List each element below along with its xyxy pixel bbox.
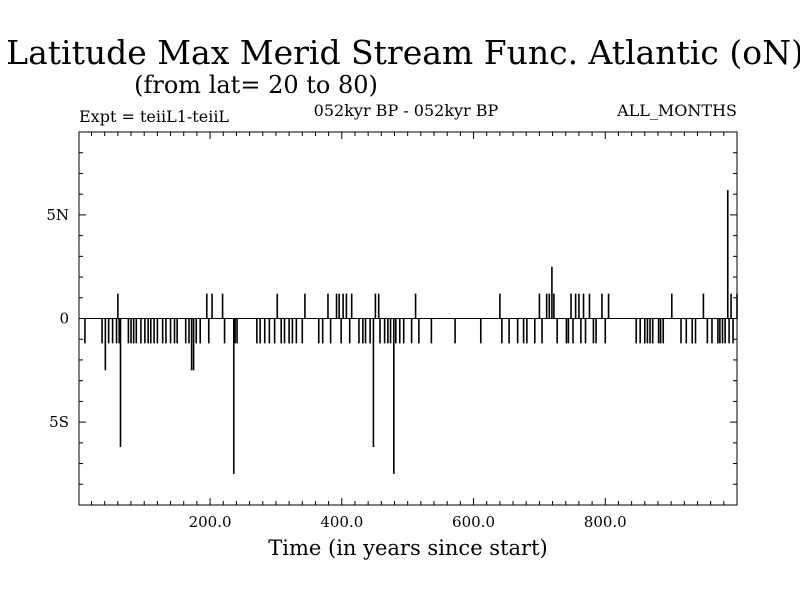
chart-title: Latitude Max Merid Stream Func. Atlantic… (6, 33, 800, 72)
x-axis-ticks: 200.0 400.0 600.0 800.0 (91, 132, 725, 531)
y-tick-label: 5N (46, 206, 69, 224)
y-tick-label: 5S (49, 413, 69, 431)
y-tick-label: 0 (59, 310, 69, 328)
x-tick-label: 200.0 (189, 513, 232, 531)
months-label: ALL_MONTHS (616, 101, 737, 120)
period-label: 052kyr BP - 052kyr BP (314, 101, 499, 120)
x-tick-label: 600.0 (452, 513, 495, 531)
chart-subtitle: (from lat= 20 to 80) (134, 71, 378, 99)
y-axis-ticks: 5N 0 5S (46, 152, 737, 485)
x-axis-label: Time (in years since start) (268, 536, 547, 560)
x-tick-label: 800.0 (584, 513, 627, 531)
data-series (84, 190, 738, 474)
x-tick-label: 400.0 (320, 513, 363, 531)
expt-label: Expt = teiiL1-teiiL (79, 107, 229, 126)
